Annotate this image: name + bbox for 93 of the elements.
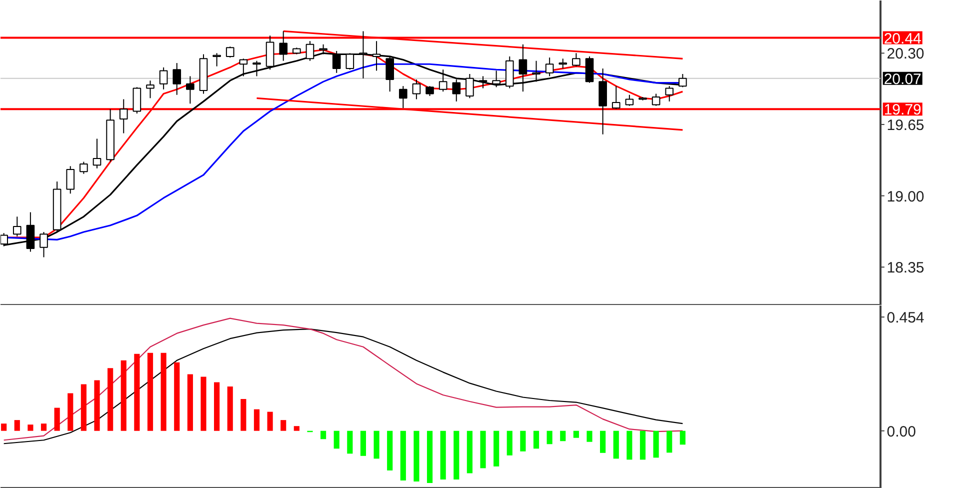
bar bbox=[440, 430, 446, 480]
candlestick bbox=[398, 86, 408, 109]
bar bbox=[347, 430, 353, 454]
candlestick bbox=[186, 76, 194, 104]
bar bbox=[666, 430, 672, 453]
candlestick bbox=[612, 86, 620, 110]
candlestick bbox=[466, 74, 474, 99]
candlestick bbox=[146, 80, 154, 99]
y-tick-label: 19.00 bbox=[886, 188, 924, 206]
bar bbox=[187, 374, 193, 431]
bar bbox=[108, 368, 114, 431]
candlestick bbox=[212, 52, 221, 67]
bar bbox=[28, 424, 34, 431]
candlestick bbox=[652, 93, 660, 106]
bar bbox=[454, 430, 460, 480]
candlestick bbox=[279, 30, 288, 62]
bar bbox=[546, 430, 552, 444]
candlestick bbox=[452, 78, 461, 102]
candlestick bbox=[545, 57, 554, 77]
bar bbox=[68, 393, 74, 431]
candlestick bbox=[226, 46, 234, 58]
candlestick bbox=[532, 60, 540, 82]
bar bbox=[120, 360, 126, 431]
bar bbox=[506, 430, 512, 456]
bar bbox=[560, 430, 566, 442]
y-tick-label: 0.00 bbox=[886, 423, 916, 440]
y-tick-label: 18.35 bbox=[886, 260, 924, 277]
bar bbox=[494, 430, 500, 466]
candlestick bbox=[172, 62, 182, 96]
bar bbox=[227, 386, 233, 431]
bar bbox=[520, 430, 526, 452]
bar bbox=[80, 384, 86, 431]
bar bbox=[533, 430, 540, 449]
bar bbox=[134, 354, 140, 431]
ref-line-label: 20.07 bbox=[884, 70, 922, 88]
bar bbox=[466, 430, 472, 474]
bar bbox=[40, 424, 47, 431]
candlestick bbox=[66, 166, 75, 194]
bar bbox=[294, 426, 300, 431]
bar bbox=[1, 424, 7, 431]
candlestick bbox=[239, 58, 248, 77]
bar bbox=[334, 430, 340, 449]
y-tick-label: 20.30 bbox=[886, 46, 924, 63]
bar bbox=[160, 352, 166, 431]
ref-line-label: 19.79 bbox=[884, 102, 922, 119]
candlestick bbox=[426, 86, 434, 96]
bar bbox=[147, 352, 154, 431]
candlestick bbox=[12, 216, 22, 237]
candlestick bbox=[625, 94, 634, 106]
candlestick bbox=[492, 70, 500, 88]
bar bbox=[640, 430, 646, 460]
bar bbox=[320, 430, 326, 440]
candlestick bbox=[665, 86, 674, 102]
bar bbox=[586, 430, 592, 442]
bar bbox=[600, 430, 606, 453]
bar bbox=[200, 376, 206, 431]
ref-line-label: 20.44 bbox=[884, 30, 922, 48]
candlestick bbox=[92, 138, 102, 169]
bar bbox=[174, 362, 180, 431]
candlestick bbox=[585, 56, 594, 84]
bar bbox=[280, 420, 286, 431]
bar bbox=[54, 408, 60, 431]
bar bbox=[680, 430, 686, 445]
bar bbox=[387, 430, 393, 470]
bar bbox=[626, 430, 632, 460]
bar bbox=[374, 430, 380, 459]
bar bbox=[653, 430, 659, 458]
y-tick-label: 0.454 bbox=[886, 310, 924, 327]
bar bbox=[360, 430, 366, 456]
y-tick-label: 19.65 bbox=[886, 116, 924, 134]
bar bbox=[254, 409, 260, 431]
bar bbox=[240, 399, 246, 431]
candlestick bbox=[119, 98, 128, 134]
bar bbox=[414, 430, 420, 482]
candlestick bbox=[159, 66, 168, 90]
bar bbox=[94, 380, 100, 431]
candlestick bbox=[252, 60, 261, 77]
candlestick bbox=[572, 52, 580, 67]
candlestick bbox=[558, 58, 568, 70]
bar bbox=[14, 420, 20, 431]
bar bbox=[573, 430, 579, 438]
candlestick bbox=[132, 86, 142, 114]
candlestick bbox=[412, 78, 421, 100]
bar bbox=[613, 430, 619, 459]
candlestick bbox=[386, 56, 394, 92]
candlestick bbox=[478, 76, 488, 89]
bar bbox=[400, 430, 406, 480]
candlestick bbox=[80, 161, 88, 174]
candlestick bbox=[438, 69, 448, 92]
bar bbox=[426, 430, 433, 483]
bar bbox=[267, 412, 273, 431]
bar bbox=[214, 382, 220, 431]
bar bbox=[480, 430, 486, 468]
